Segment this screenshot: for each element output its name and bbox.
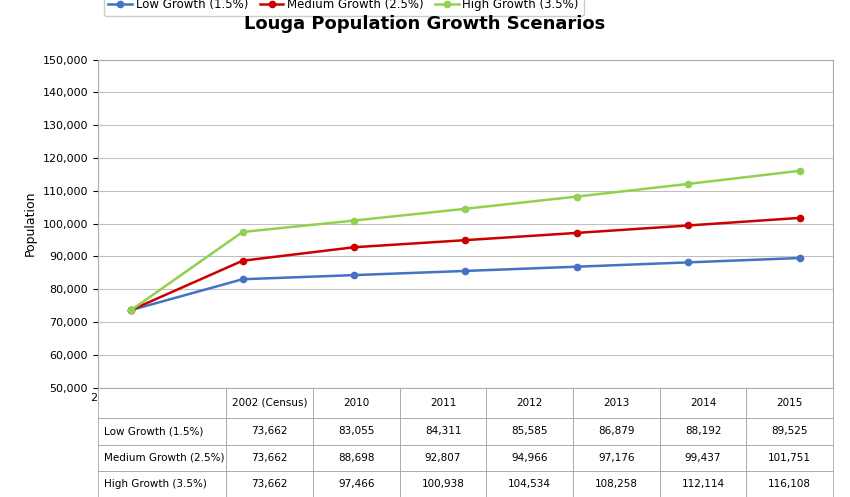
Text: 88,192: 88,192: [685, 426, 722, 436]
Text: Low Growth (1.5%): Low Growth (1.5%): [105, 426, 203, 436]
Text: 112,114: 112,114: [682, 479, 724, 489]
Text: 73,662: 73,662: [252, 479, 288, 489]
Low Growth (1.5%): [237, 276, 247, 282]
Low Growth (1.5%): [461, 268, 471, 274]
Low Growth (1.5%): [126, 307, 136, 313]
Bar: [400, 471, 486, 497]
Text: 116,108: 116,108: [768, 479, 811, 489]
Bar: [98, 418, 226, 444]
Text: 84,311: 84,311: [425, 426, 462, 436]
Bar: [313, 444, 400, 471]
Text: Medium Growth (2.5%): Medium Growth (2.5%): [105, 453, 224, 463]
Medium Growth (2.5%): [795, 215, 805, 221]
Bar: [400, 444, 486, 471]
Medium Growth (2.5%): [461, 237, 471, 243]
Text: 2013: 2013: [604, 398, 630, 408]
Text: 89,525: 89,525: [772, 426, 808, 436]
Text: 94,966: 94,966: [512, 453, 548, 463]
Text: 88,698: 88,698: [338, 453, 375, 463]
Bar: [486, 388, 573, 418]
Bar: [313, 471, 400, 497]
Bar: [226, 444, 313, 471]
Text: 85,585: 85,585: [512, 426, 548, 436]
Bar: [746, 471, 833, 497]
Text: 97,176: 97,176: [598, 453, 635, 463]
Bar: [660, 444, 746, 471]
Line: High Growth (3.5%): High Growth (3.5%): [128, 167, 802, 313]
Text: High Growth (3.5%): High Growth (3.5%): [105, 479, 207, 489]
Legend: Low Growth (1.5%), Medium Growth (2.5%), High Growth (3.5%): Low Growth (1.5%), Medium Growth (2.5%),…: [104, 0, 584, 16]
Bar: [660, 418, 746, 444]
Text: 73,662: 73,662: [252, 426, 288, 436]
Text: 2014: 2014: [690, 398, 717, 408]
Low Growth (1.5%): [572, 264, 582, 270]
Bar: [573, 471, 660, 497]
Bar: [660, 471, 746, 497]
Line: Medium Growth (2.5%): Medium Growth (2.5%): [128, 215, 802, 313]
Text: 108,258: 108,258: [595, 479, 638, 489]
Bar: [313, 418, 400, 444]
Bar: [573, 444, 660, 471]
Medium Growth (2.5%): [572, 230, 582, 236]
Bar: [486, 471, 573, 497]
High Growth (3.5%): [795, 168, 805, 174]
High Growth (3.5%): [348, 218, 359, 224]
Text: 2015: 2015: [777, 398, 803, 408]
Medium Growth (2.5%): [683, 223, 694, 229]
Medium Growth (2.5%): [237, 258, 247, 264]
Text: 101,751: 101,751: [768, 453, 811, 463]
Text: 2012: 2012: [517, 398, 543, 408]
High Growth (3.5%): [572, 193, 582, 199]
Text: 97,466: 97,466: [338, 479, 375, 489]
Text: 73,662: 73,662: [252, 453, 288, 463]
Low Growth (1.5%): [683, 259, 694, 265]
Bar: [400, 388, 486, 418]
High Growth (3.5%): [237, 229, 247, 235]
Text: 2010: 2010: [343, 398, 370, 408]
Bar: [573, 418, 660, 444]
Bar: [226, 471, 313, 497]
Bar: [226, 388, 313, 418]
Line: Low Growth (1.5%): Low Growth (1.5%): [128, 255, 802, 313]
Text: 83,055: 83,055: [338, 426, 375, 436]
Low Growth (1.5%): [348, 272, 359, 278]
Bar: [746, 418, 833, 444]
Text: 92,807: 92,807: [425, 453, 462, 463]
High Growth (3.5%): [126, 307, 136, 313]
Bar: [573, 388, 660, 418]
Bar: [98, 388, 226, 418]
Bar: [746, 388, 833, 418]
Medium Growth (2.5%): [348, 244, 359, 250]
Text: 2002 (Census): 2002 (Census): [232, 398, 308, 408]
Bar: [98, 444, 226, 471]
Text: 99,437: 99,437: [685, 453, 722, 463]
Text: 104,534: 104,534: [508, 479, 551, 489]
Bar: [98, 471, 226, 497]
Low Growth (1.5%): [795, 255, 805, 261]
Bar: [660, 388, 746, 418]
Bar: [226, 418, 313, 444]
Medium Growth (2.5%): [126, 307, 136, 313]
Bar: [486, 444, 573, 471]
Bar: [313, 388, 400, 418]
Text: 86,879: 86,879: [598, 426, 635, 436]
High Growth (3.5%): [683, 181, 694, 187]
High Growth (3.5%): [461, 206, 471, 212]
Text: 2011: 2011: [430, 398, 456, 408]
Bar: [746, 444, 833, 471]
Y-axis label: Population: Population: [24, 191, 37, 256]
Bar: [486, 418, 573, 444]
Bar: [400, 418, 486, 444]
Text: Louga Population Growth Scenarios: Louga Population Growth Scenarios: [245, 15, 605, 33]
Text: 100,938: 100,938: [422, 479, 464, 489]
